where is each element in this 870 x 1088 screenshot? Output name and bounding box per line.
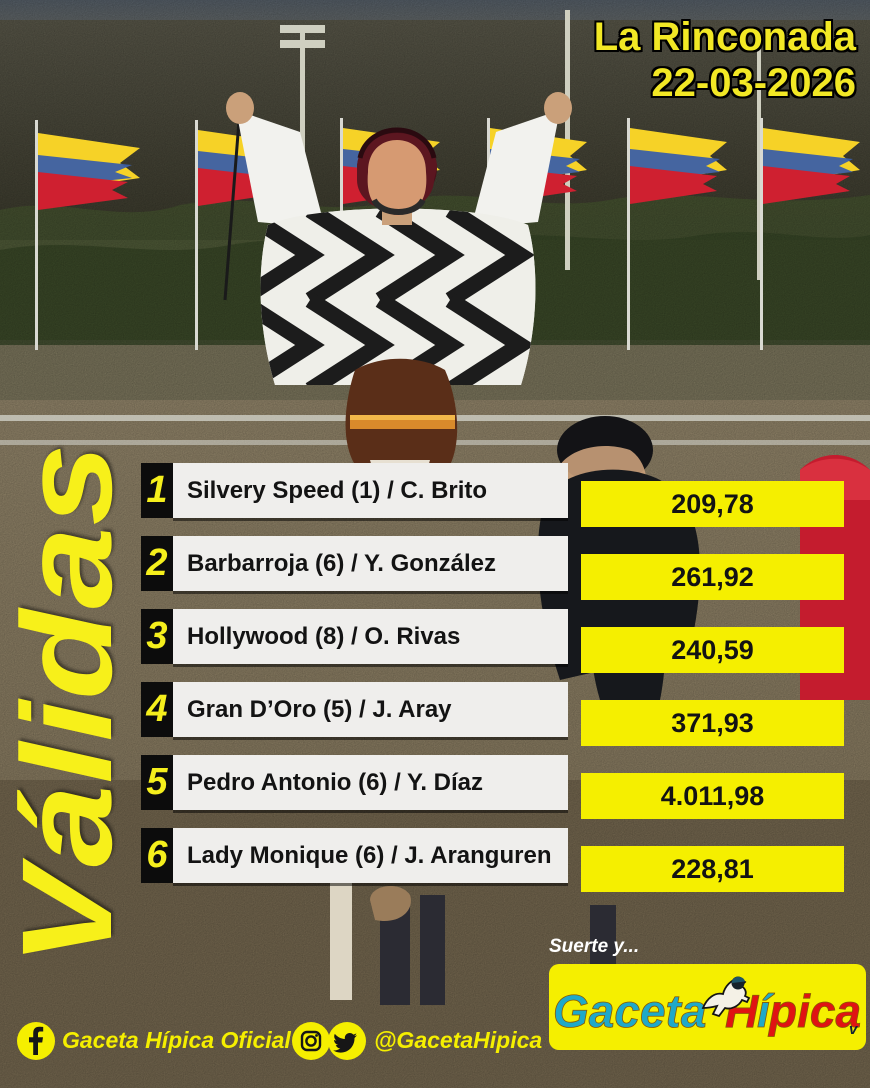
svg-text:pica: pica <box>767 985 861 1037</box>
